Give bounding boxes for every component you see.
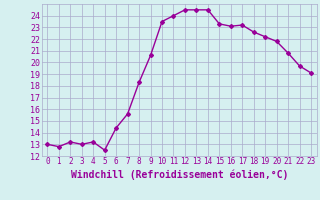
- X-axis label: Windchill (Refroidissement éolien,°C): Windchill (Refroidissement éolien,°C): [70, 169, 288, 180]
